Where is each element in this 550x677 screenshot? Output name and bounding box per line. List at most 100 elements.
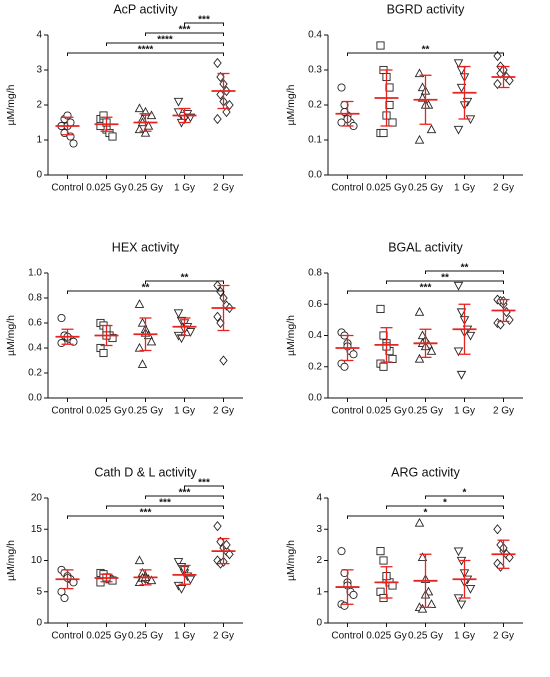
data-point bbox=[349, 590, 358, 599]
data-point bbox=[414, 306, 425, 316]
data-point bbox=[453, 281, 464, 291]
data-point bbox=[426, 599, 437, 608]
data-point bbox=[456, 308, 467, 318]
data-point bbox=[505, 314, 514, 325]
data-point bbox=[185, 328, 196, 337]
data-point bbox=[376, 41, 385, 50]
significance-bracket bbox=[425, 270, 504, 274]
data-point bbox=[426, 124, 437, 134]
y-tick-label: 0.6 bbox=[28, 318, 42, 329]
data-point bbox=[505, 75, 514, 86]
x-tick-label: 1 Gy bbox=[454, 183, 475, 194]
data-point bbox=[388, 118, 397, 127]
significance-bracket bbox=[184, 22, 224, 26]
data-point bbox=[465, 584, 476, 594]
data-point bbox=[349, 350, 358, 359]
data-point bbox=[173, 97, 184, 107]
significance-label: ** bbox=[142, 283, 150, 294]
data-point bbox=[337, 83, 346, 92]
data-point bbox=[137, 359, 148, 368]
x-tick-label: Control bbox=[51, 183, 83, 194]
data-point bbox=[99, 348, 108, 358]
significance-bracket bbox=[184, 485, 224, 489]
y-tick-label: 0.0 bbox=[308, 170, 322, 181]
data-point bbox=[134, 555, 145, 565]
significance-bracket bbox=[67, 52, 224, 56]
x-tick-label: 1 Gy bbox=[454, 631, 475, 642]
chart-title: HEX activity bbox=[112, 240, 180, 254]
data-point bbox=[426, 345, 437, 355]
data-point bbox=[213, 57, 222, 69]
y-tick-label: 2 bbox=[316, 555, 322, 566]
chart-title: Cath D & L activity bbox=[94, 465, 197, 479]
x-tick-label: 2 Gy bbox=[213, 183, 234, 194]
y-tick-label: 20 bbox=[31, 493, 43, 504]
significance-label: **** bbox=[157, 35, 173, 46]
y-tick-label: 3 bbox=[36, 65, 42, 76]
significance-bracket bbox=[386, 280, 504, 284]
data-point bbox=[453, 125, 464, 135]
data-point bbox=[225, 549, 234, 560]
data-point bbox=[134, 342, 145, 352]
significance-bracket bbox=[347, 290, 504, 294]
data-point bbox=[173, 309, 184, 319]
y-tick-label: 1.0 bbox=[28, 268, 42, 279]
data-point bbox=[134, 299, 145, 308]
y-axis-label: µM/mg/h bbox=[5, 540, 17, 581]
x-tick-label: 0.025 Gy bbox=[86, 631, 127, 642]
data-point bbox=[134, 577, 145, 587]
data-point bbox=[137, 317, 148, 327]
data-point bbox=[146, 336, 157, 346]
data-point bbox=[176, 334, 187, 344]
x-tick-label: 0.25 Gy bbox=[128, 183, 163, 194]
y-tick-label: 0.4 bbox=[308, 330, 322, 341]
x-tick-label: Control bbox=[51, 406, 83, 417]
data-point bbox=[134, 103, 145, 113]
data-point bbox=[108, 132, 117, 141]
x-tick-label: 0.025 Gy bbox=[86, 183, 127, 194]
y-tick-label: 5 bbox=[36, 586, 42, 597]
data-point bbox=[379, 362, 388, 371]
data-point bbox=[213, 311, 222, 322]
y-tick-label: 0.2 bbox=[308, 100, 322, 111]
y-tick-label: 0 bbox=[316, 618, 322, 629]
significance-bracket bbox=[386, 505, 504, 509]
y-tick-label: 3 bbox=[316, 524, 322, 535]
significance-bracket bbox=[347, 52, 504, 56]
x-tick-label: 1 Gy bbox=[454, 406, 475, 417]
x-tick-label: Control bbox=[331, 406, 363, 417]
data-point bbox=[414, 517, 425, 527]
significance-bracket bbox=[145, 495, 224, 499]
data-point bbox=[417, 552, 428, 562]
data-point bbox=[57, 313, 66, 323]
significance-label: * bbox=[463, 488, 467, 499]
x-tick-label: 0.25 Gy bbox=[408, 183, 443, 194]
chart-title: BGRD activity bbox=[387, 2, 466, 16]
data-point bbox=[69, 139, 78, 148]
y-tick-label: 2 bbox=[36, 100, 42, 111]
significance-bracket bbox=[67, 290, 224, 294]
y-tick-label: 0.0 bbox=[308, 393, 322, 404]
chart-title: AcP activity bbox=[113, 2, 178, 16]
y-tick-label: 1 bbox=[36, 135, 42, 146]
x-tick-label: 0.25 Gy bbox=[408, 406, 443, 417]
y-axis-label: µM/mg/h bbox=[285, 315, 297, 356]
data-point bbox=[493, 78, 502, 90]
data-point bbox=[213, 521, 222, 532]
x-tick-label: 2 Gy bbox=[493, 631, 514, 642]
y-axis-label: µM/mg/h bbox=[285, 84, 297, 125]
x-tick-label: 1 Gy bbox=[174, 631, 195, 642]
y-tick-label: 0.4 bbox=[308, 30, 322, 41]
y-tick-label: 0.2 bbox=[308, 361, 322, 372]
data-point bbox=[493, 524, 502, 535]
significance-label: *** bbox=[179, 488, 191, 499]
y-axis-label: µM/mg/h bbox=[285, 540, 297, 581]
significance-bracket bbox=[347, 515, 504, 519]
x-tick-label: 0.25 Gy bbox=[128, 406, 163, 417]
significance-label: *** bbox=[198, 478, 210, 489]
significance-label: *** bbox=[159, 498, 171, 509]
significance-bracket bbox=[145, 32, 224, 36]
data-point bbox=[496, 319, 505, 330]
significance-label: *** bbox=[198, 15, 210, 26]
